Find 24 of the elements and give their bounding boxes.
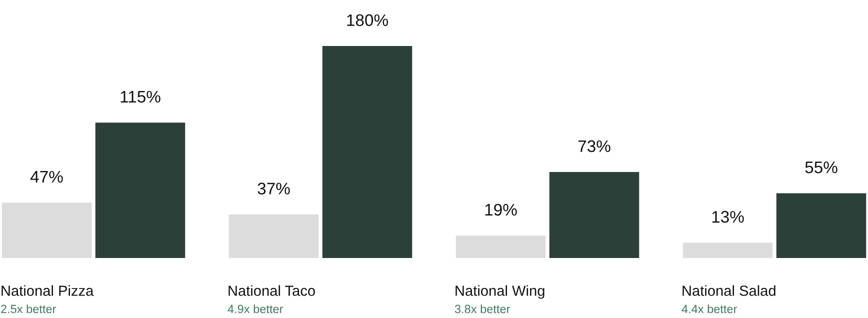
- data-label: 180%: [347, 14, 388, 26]
- bar: [2, 202, 92, 258]
- bar: [95, 122, 186, 258]
- bar: [682, 242, 773, 258]
- x-tick-label: National Pizza: [2, 285, 94, 296]
- data-label: 55%: [805, 162, 838, 174]
- data-label: 73%: [578, 140, 610, 152]
- data-label: 13%: [712, 210, 744, 223]
- bar: [776, 193, 866, 258]
- data-label: 19%: [485, 204, 517, 216]
- bar: [322, 46, 412, 258]
- bar: [228, 214, 319, 258]
- x-tick-label: National Wing: [456, 285, 544, 299]
- data-label: 47%: [30, 170, 63, 183]
- x-tick-label: National Salad: [682, 285, 776, 296]
- data-label: 37%: [258, 182, 290, 194]
- text: 2.5x better: [1, 304, 56, 314]
- bar: [456, 236, 546, 258]
- bar: [549, 172, 640, 258]
- text: 4.4x better: [682, 304, 738, 314]
- text: 3.8x better: [454, 304, 510, 314]
- text: 4.9x better: [228, 304, 284, 314]
- data-label: 115%: [120, 90, 160, 103]
- x-tick-label: National Taco: [228, 285, 315, 296]
